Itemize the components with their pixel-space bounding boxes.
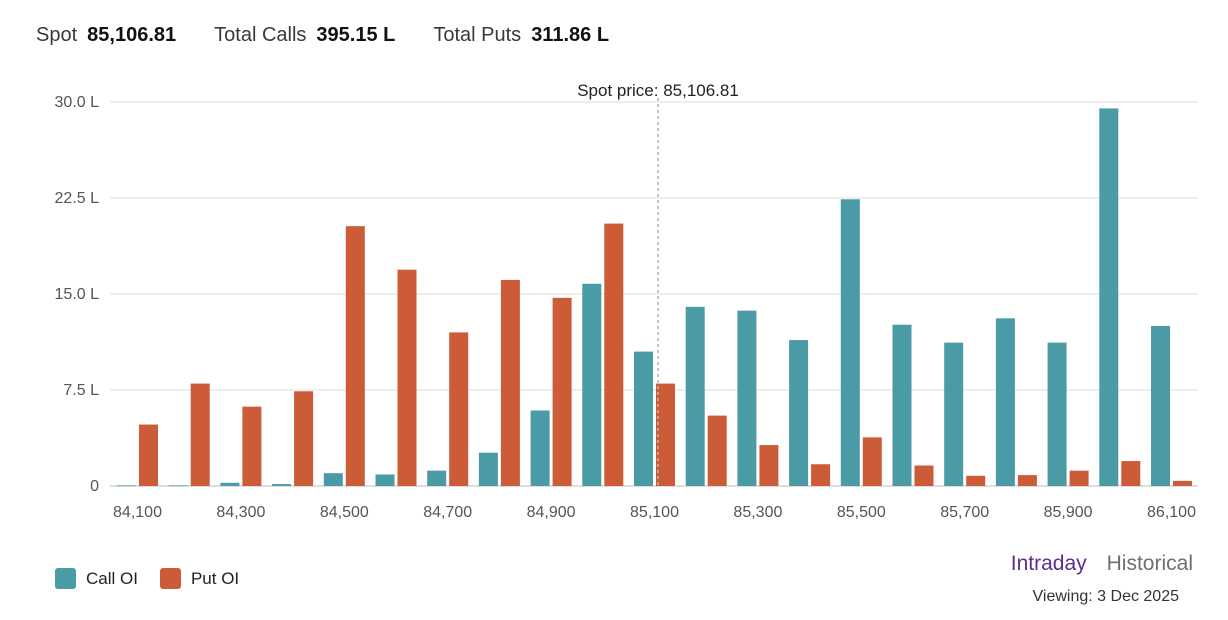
x-tick-label: 84,500	[320, 504, 369, 521]
y-tick-label: 0	[90, 478, 99, 495]
put-oi-swatch	[159, 568, 181, 589]
put-oi-bar	[345, 226, 365, 486]
call-oi-bar	[737, 310, 757, 486]
view-mode-toggle: Intraday Historical	[1011, 552, 1193, 576]
total-puts-value: 311.86 L	[531, 24, 610, 46]
spot-price-annotation: Spot price: 85,106.81	[577, 81, 739, 100]
oi-bar-chart: 0 7.5 L 15.0 L 22.5 L 30.0 L 84,100 84,300 84,5…	[55, 81, 1198, 521]
call-oi-bar	[375, 474, 395, 486]
put-oi-bar	[811, 464, 831, 486]
call-oi-bar	[634, 351, 653, 486]
total-puts-label: Total Puts	[433, 24, 522, 46]
x-tick-label: 85,100	[630, 504, 679, 521]
put-oi-bar	[500, 279, 520, 486]
x-tick-label: 86,100	[1147, 504, 1196, 521]
put-oi-bar	[707, 415, 727, 486]
x-tick-label: 85,500	[837, 504, 886, 521]
x-tick-label: 85,900	[1044, 504, 1093, 521]
call-oi-bar	[944, 342, 964, 486]
put-oi-bar	[1173, 480, 1192, 486]
total-puts-stat: Total Puts 311.86 L	[433, 24, 609, 47]
put-oi-bar	[190, 383, 210, 486]
put-oi-bar	[759, 445, 779, 486]
y-tick-label: 15.0 L	[55, 286, 100, 303]
viewing-date: Viewing: 3 Dec 2025	[1032, 588, 1179, 605]
y-tick-label: 22.5 L	[55, 190, 100, 207]
spot-stat: Spot 85,106.81	[36, 24, 176, 47]
put-oi-bar	[242, 406, 262, 486]
total-calls-label: Total Calls	[214, 24, 307, 46]
call-oi-bar	[892, 324, 912, 486]
call-oi-bar	[323, 473, 343, 486]
call-oi-bar	[582, 283, 602, 486]
call-oi-bar	[1151, 326, 1170, 486]
call-oi-bar	[220, 482, 240, 486]
put-oi-bar	[294, 391, 314, 486]
x-tick-label: 84,300	[216, 504, 265, 521]
legend-item-call-oi[interactable]: Call OI	[55, 568, 138, 589]
spot-value: 85,106.81	[87, 24, 177, 46]
put-oi-bar	[1017, 475, 1037, 486]
call-oi-bar	[427, 470, 447, 486]
call-oi-bar	[995, 318, 1015, 486]
put-oi-bar	[449, 332, 469, 486]
put-oi-bar	[862, 437, 882, 486]
call-oi-bar	[685, 306, 705, 486]
historical-tab[interactable]: Historical	[1106, 552, 1193, 575]
put-oi-bar	[552, 297, 572, 486]
call-oi-bar	[478, 452, 498, 486]
x-tick-label: 85,300	[733, 504, 782, 521]
legend-item-put-oi[interactable]: Put OI	[159, 568, 240, 589]
call-oi-bar	[272, 484, 292, 486]
put-oi-bar	[397, 269, 417, 486]
y-tick-label: 30.0 L	[55, 94, 100, 111]
call-oi-bar	[1099, 108, 1119, 487]
call-oi-bar	[1047, 342, 1067, 486]
call-oi-label: Call OI	[86, 568, 138, 588]
total-calls-value: 395.15 L	[316, 24, 396, 46]
put-oi-bar	[656, 383, 675, 486]
put-oi-bar	[1069, 470, 1089, 486]
call-oi-bar	[789, 340, 809, 486]
put-oi-bar	[1121, 461, 1141, 486]
call-oi-bar	[530, 410, 550, 486]
x-tick-label: 84,100	[113, 504, 162, 521]
put-oi-bar	[966, 475, 986, 486]
put-oi-bar	[604, 223, 624, 486]
y-tick-label: 7.5 L	[63, 382, 99, 399]
spot-label: Spot	[36, 24, 78, 46]
intraday-tab[interactable]: Intraday	[1010, 552, 1087, 575]
x-tick-label: 85,700	[940, 504, 989, 521]
x-tick-label: 84,900	[527, 504, 576, 521]
put-oi-bar	[139, 424, 158, 486]
call-oi-swatch	[55, 568, 76, 589]
stats-bar: Spot 85,106.81 Total Calls 395.15 L Tota…	[36, 24, 609, 47]
call-oi-bar	[168, 485, 188, 487]
put-oi-label: Put OI	[190, 568, 240, 588]
chart-legend: Call OI Put OI	[55, 568, 239, 589]
total-calls-stat: Total Calls 395.15 L	[214, 24, 395, 47]
call-oi-bar	[840, 199, 860, 486]
call-oi-bar	[117, 485, 136, 487]
x-tick-label: 84,700	[423, 504, 472, 521]
put-oi-bar	[914, 465, 934, 486]
